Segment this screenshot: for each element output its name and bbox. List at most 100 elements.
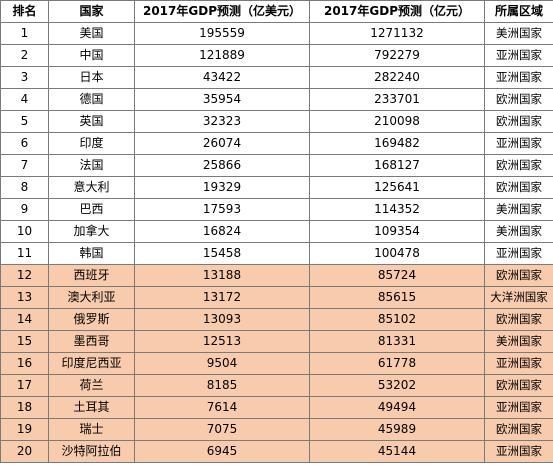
cell-region: 欧洲国家 (484, 176, 553, 199)
table-row: 19 瑞士 7075 45989 欧洲国家 (0, 418, 553, 441)
cell-region: 欧洲国家 (484, 308, 553, 331)
cell-rank: 2 (0, 44, 49, 67)
table-row: 13 澳大利亚 13172 85615 大洋洲国家 (0, 286, 553, 309)
cell-gdp-usd: 7075 (134, 418, 310, 441)
cell-gdp-usd: 12513 (134, 330, 310, 353)
cell-gdp-usd: 35954 (134, 88, 310, 111)
cell-gdp-cny: 53202 (309, 374, 485, 397)
cell-country: 意大利 (48, 176, 135, 199)
cell-gdp-cny: 282240 (309, 66, 485, 89)
cell-region: 美洲国家 (484, 330, 553, 353)
cell-region: 亚洲国家 (484, 44, 553, 67)
table-row: 2 中国 121889 792279 亚洲国家 (0, 44, 553, 67)
cell-country: 土耳其 (48, 396, 135, 419)
cell-gdp-usd: 13188 (134, 264, 310, 287)
cell-country: 中国 (48, 44, 135, 67)
cell-gdp-usd: 19329 (134, 176, 310, 199)
header-country: 国家 (48, 0, 135, 23)
cell-region: 欧洲国家 (484, 418, 553, 441)
cell-gdp-cny: 109354 (309, 220, 485, 243)
cell-region: 欧洲国家 (484, 110, 553, 133)
cell-gdp-cny: 168127 (309, 154, 485, 177)
cell-country: 西班牙 (48, 264, 135, 287)
cell-country: 印度尼西亚 (48, 352, 135, 375)
cell-region: 美洲国家 (484, 198, 553, 221)
cell-gdp-usd: 16824 (134, 220, 310, 243)
cell-rank: 13 (0, 286, 49, 309)
cell-gdp-usd: 13093 (134, 308, 310, 331)
cell-region: 亚洲国家 (484, 440, 553, 463)
table-row: 4 德国 35954 233701 欧洲国家 (0, 88, 553, 111)
cell-rank: 11 (0, 242, 49, 265)
table-row: 18 土耳其 7614 49494 亚洲国家 (0, 396, 553, 419)
table-row: 11 韩国 15458 100478 亚洲国家 (0, 242, 553, 265)
cell-gdp-cny: 61778 (309, 352, 485, 375)
cell-country: 日本 (48, 66, 135, 89)
cell-gdp-cny: 45989 (309, 418, 485, 441)
cell-gdp-cny: 81331 (309, 330, 485, 353)
cell-country: 俄罗斯 (48, 308, 135, 331)
table-row: 7 法国 25866 168127 欧洲国家 (0, 154, 553, 177)
cell-rank: 6 (0, 132, 49, 155)
cell-rank: 14 (0, 308, 49, 331)
cell-country: 瑞士 (48, 418, 135, 441)
cell-rank: 17 (0, 374, 49, 397)
cell-gdp-usd: 195559 (134, 22, 310, 45)
cell-rank: 10 (0, 220, 49, 243)
cell-rank: 12 (0, 264, 49, 287)
cell-gdp-cny: 100478 (309, 242, 485, 265)
header-gdp-usd: 2017年GDP预测（亿美元） (134, 0, 310, 23)
cell-region: 亚洲国家 (484, 66, 553, 89)
header-row: 排名 国家 2017年GDP预测（亿美元） 2017年GDP预测（亿元） 所属区… (0, 0, 553, 23)
cell-region: 欧洲国家 (484, 374, 553, 397)
cell-gdp-usd: 17593 (134, 198, 310, 221)
table-row: 10 加拿大 16824 109354 美洲国家 (0, 220, 553, 243)
cell-gdp-cny: 85724 (309, 264, 485, 287)
cell-gdp-usd: 8185 (134, 374, 310, 397)
cell-country: 德国 (48, 88, 135, 111)
cell-rank: 4 (0, 88, 49, 111)
cell-country: 美国 (48, 22, 135, 45)
cell-gdp-cny: 114352 (309, 198, 485, 221)
cell-country: 荷兰 (48, 374, 135, 397)
cell-gdp-cny: 1271132 (309, 22, 485, 45)
cell-region: 美洲国家 (484, 220, 553, 243)
table-body: 1 美国 195559 1271132 美洲国家 2 中国 121889 792279 亚洲国家 3… (0, 22, 553, 463)
cell-rank: 16 (0, 352, 49, 375)
cell-country: 沙特阿拉伯 (48, 440, 135, 463)
cell-rank: 15 (0, 330, 49, 353)
table-row: 6 印度 26074 169482 亚洲国家 (0, 132, 553, 155)
cell-gdp-cny: 45144 (309, 440, 485, 463)
table-row: 5 英国 32323 210098 欧洲国家 (0, 110, 553, 133)
cell-region: 美洲国家 (484, 22, 553, 45)
cell-gdp-usd: 13172 (134, 286, 310, 309)
cell-country: 印度 (48, 132, 135, 155)
cell-region: 亚洲国家 (484, 352, 553, 375)
cell-gdp-usd: 15458 (134, 242, 310, 265)
cell-gdp-cny: 85615 (309, 286, 485, 309)
cell-country: 澳大利亚 (48, 286, 135, 309)
cell-rank: 20 (0, 440, 49, 463)
cell-region: 欧洲国家 (484, 264, 553, 287)
cell-rank: 19 (0, 418, 49, 441)
cell-gdp-usd: 32323 (134, 110, 310, 133)
table-row: 8 意大利 19329 125641 欧洲国家 (0, 176, 553, 199)
table-row: 1 美国 195559 1271132 美洲国家 (0, 22, 553, 45)
cell-country: 墨西哥 (48, 330, 135, 353)
cell-rank: 18 (0, 396, 49, 419)
cell-gdp-usd: 121889 (134, 44, 310, 67)
cell-gdp-cny: 233701 (309, 88, 485, 111)
cell-gdp-usd: 6945 (134, 440, 310, 463)
cell-gdp-usd: 9504 (134, 352, 310, 375)
cell-gdp-cny: 49494 (309, 396, 485, 419)
cell-gdp-cny: 210098 (309, 110, 485, 133)
cell-gdp-usd: 7614 (134, 396, 310, 419)
cell-region: 欧洲国家 (484, 88, 553, 111)
cell-rank: 5 (0, 110, 49, 133)
cell-region: 欧洲国家 (484, 154, 553, 177)
table-row: 12 西班牙 13188 85724 欧洲国家 (0, 264, 553, 287)
header-region: 所属区域 (484, 0, 553, 23)
cell-rank: 7 (0, 154, 49, 177)
cell-gdp-cny: 85102 (309, 308, 485, 331)
